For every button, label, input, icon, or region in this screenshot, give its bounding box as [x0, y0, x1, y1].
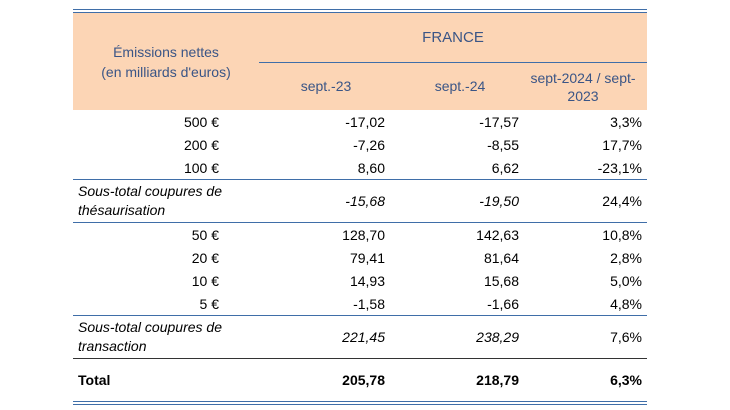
table-row: 50 € 128,70 142,63 10,8%	[73, 223, 647, 246]
cell-change: 10,8%	[602, 226, 642, 243]
transaction-section: 50 € 128,70 142,63 10,8% 20 € 79,41 81,6…	[73, 223, 647, 315]
cell-sept23: -7,26	[353, 136, 385, 153]
row-separator	[73, 358, 647, 359]
subtotal-label: Sous-total coupures de transaction	[78, 318, 222, 356]
header-subrule	[259, 62, 647, 63]
col-header-change-line1: sept-2024 / sept-	[530, 70, 636, 86]
row-separator	[73, 222, 647, 223]
cell-sept23: 128,70	[342, 226, 385, 243]
cell-sept23: 79,41	[349, 249, 385, 266]
subtotal-label-line1: Sous-total coupures de	[78, 319, 222, 335]
cell-sept23: 205,78	[342, 372, 385, 388]
cell-sept23: -17,02	[345, 113, 385, 130]
top-rule-inner	[73, 12, 647, 13]
row-label-header-line1: Émissions nettes	[113, 44, 219, 60]
cell-change: -23,1%	[597, 159, 642, 176]
row-separator	[73, 179, 647, 180]
subtotal-label-line1: Sous-total coupures de	[78, 183, 222, 199]
row-label: 20 €	[191, 249, 219, 266]
row-label: 5 €	[199, 295, 219, 312]
cell-change: 6,3%	[610, 372, 642, 388]
table-row: 100 € 8,60 6,62 -23,1%	[73, 156, 647, 179]
cell-change: 3,3%	[610, 113, 642, 130]
row-label: 500 €	[183, 113, 219, 130]
cell-sept23: 14,93	[349, 272, 385, 289]
row-label-header: Émissions nettes (en milliards d'euros)	[73, 42, 259, 82]
table-row: 10 € 14,93 15,68 5,0%	[73, 269, 647, 292]
cell-sept24: 15,68	[483, 272, 519, 289]
cell-sept24: 142,63	[476, 226, 519, 243]
row-label: 200 €	[183, 136, 219, 153]
row-label: 100 €	[183, 159, 219, 176]
cell-sept24: 6,62	[491, 159, 519, 176]
table-row: 5 € -1,58 -1,66 4,8%	[73, 292, 647, 315]
cell-sept24: 218,79	[476, 372, 519, 388]
cell-sept23: -15,68	[345, 193, 385, 209]
cell-sept24: 238,29	[476, 329, 519, 345]
subtotal-label-line2: transaction	[78, 338, 147, 354]
row-label-header-line2: (en milliards d'euros)	[101, 64, 231, 80]
total-row: Total 205,78 218,79 6,3%	[73, 359, 647, 401]
cell-change: 7,6%	[610, 329, 642, 345]
cell-sept24: -8,55	[487, 136, 519, 153]
subtotal-label: Sous-total coupures de thésaurisation	[78, 182, 222, 220]
bottom-rule-inner	[73, 401, 647, 402]
total-label: Total	[78, 372, 111, 388]
cell-change: 2,8%	[610, 249, 642, 266]
cell-change: 5,0%	[610, 272, 642, 289]
cell-change: 4,8%	[610, 295, 642, 312]
cell-sept23: 8,60	[357, 159, 385, 176]
cell-change: 24,4%	[602, 193, 642, 209]
hoarding-section: 500 € -17,02 -17,57 3,3% 200 € -7,26 -8,…	[73, 110, 647, 179]
subtotal-label-line2: thésaurisation	[78, 202, 166, 218]
col-header-change: sept-2024 / sept- 2023	[519, 69, 647, 105]
col-header-change-line2: 2023	[567, 88, 599, 104]
row-label: 10 €	[191, 272, 219, 289]
transaction-subtotal-row: Sous-total coupures de transaction 221,4…	[73, 316, 647, 358]
top-rule	[73, 9, 647, 10]
table-row: 200 € -7,26 -8,55 17,7%	[73, 133, 647, 156]
col-header-sept24: sept.-24	[434, 78, 486, 94]
group-header-france: FRANCE	[422, 29, 484, 46]
cell-sept23: -1,58	[353, 295, 385, 312]
table-header: Émissions nettes (en milliards d'euros) …	[73, 13, 647, 110]
cell-sept24: 81,64	[483, 249, 519, 266]
cell-sept24: -1,66	[487, 295, 519, 312]
cell-sept24: -19,50	[479, 193, 519, 209]
row-separator	[73, 315, 647, 316]
hoarding-subtotal-row: Sous-total coupures de thésaurisation -1…	[73, 180, 647, 222]
bottom-rule	[73, 404, 647, 405]
cell-sept24: -17,57	[479, 113, 519, 130]
banknote-issuance-table: Émissions nettes (en milliards d'euros) …	[73, 9, 647, 405]
cell-sept23: 221,45	[342, 329, 385, 345]
table-row: 20 € 79,41 81,64 2,8%	[73, 246, 647, 269]
table-row: 500 € -17,02 -17,57 3,3%	[73, 110, 647, 133]
cell-change: 17,7%	[602, 136, 642, 153]
row-label: 50 €	[191, 226, 219, 243]
col-header-sept23: sept.-23	[300, 78, 352, 94]
